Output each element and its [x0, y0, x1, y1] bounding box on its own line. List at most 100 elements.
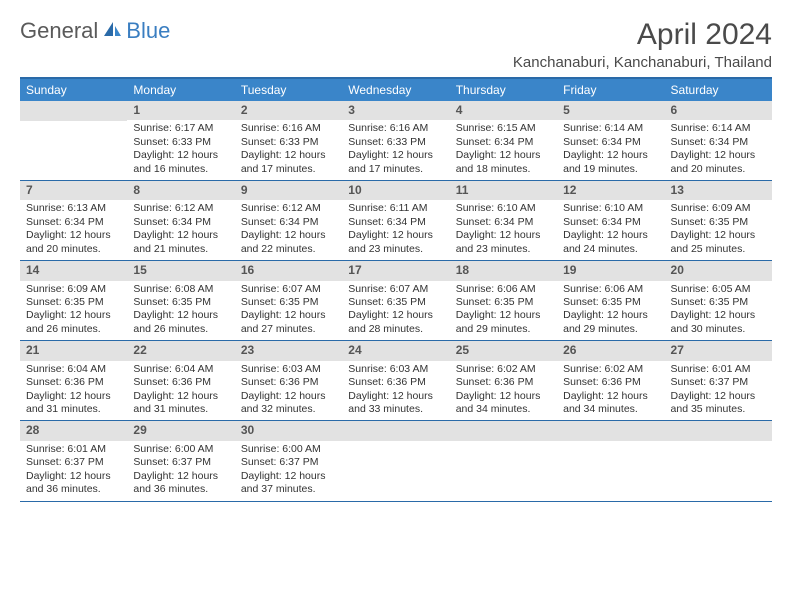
day-info-line: Daylight: 12 hours	[563, 309, 658, 322]
day-info-line: Daylight: 12 hours	[456, 229, 551, 242]
day-body: Sunrise: 6:02 AMSunset: 6:36 PMDaylight:…	[450, 361, 557, 421]
day-info-line: and 36 minutes.	[133, 483, 228, 496]
day-info-line: and 30 minutes.	[671, 323, 766, 336]
day-info-line: Sunrise: 6:01 AM	[26, 443, 121, 456]
day-body	[557, 441, 664, 499]
day-info-line: Sunset: 6:34 PM	[563, 136, 658, 149]
day-info-line: and 27 minutes.	[241, 323, 336, 336]
day-info-line: and 19 minutes.	[563, 163, 658, 176]
day-cell: 5Sunrise: 6:14 AMSunset: 6:34 PMDaylight…	[557, 101, 664, 180]
day-cell: 25Sunrise: 6:02 AMSunset: 6:36 PMDayligh…	[450, 341, 557, 420]
day-info-line: Daylight: 12 hours	[133, 229, 228, 242]
day-number: 7	[20, 181, 127, 200]
day-number	[342, 421, 449, 441]
day-body: Sunrise: 6:16 AMSunset: 6:33 PMDaylight:…	[342, 120, 449, 180]
day-cell: 12Sunrise: 6:10 AMSunset: 6:34 PMDayligh…	[557, 181, 664, 260]
day-info-line: and 26 minutes.	[133, 323, 228, 336]
day-info-line: Sunrise: 6:00 AM	[241, 443, 336, 456]
day-number	[557, 421, 664, 441]
location: Kanchanaburi, Kanchanaburi, Thailand	[513, 54, 772, 71]
day-cell: 29Sunrise: 6:00 AMSunset: 6:37 PMDayligh…	[127, 421, 234, 500]
day-info-line: Sunrise: 6:11 AM	[348, 202, 443, 215]
day-info-line: and 21 minutes.	[133, 243, 228, 256]
day-info-line: Daylight: 12 hours	[456, 149, 551, 162]
day-cell: 22Sunrise: 6:04 AMSunset: 6:36 PMDayligh…	[127, 341, 234, 420]
day-info-line: Sunrise: 6:02 AM	[563, 363, 658, 376]
day-info-line: Sunset: 6:36 PM	[563, 376, 658, 389]
logo: General Blue	[20, 18, 170, 44]
day-number: 26	[557, 341, 664, 360]
day-number: 12	[557, 181, 664, 200]
week-row: 7 Sunrise: 6:13 AM Sunset: 6:34 PM Daylight…	[20, 181, 772, 261]
day-cell: 14Sunrise: 6:09 AMSunset: 6:35 PMDayligh…	[20, 261, 127, 340]
day-info-line: and 31 minutes.	[26, 403, 121, 416]
day-cell: 18Sunrise: 6:06 AMSunset: 6:35 PMDayligh…	[450, 261, 557, 340]
day-cell: 6Sunrise: 6:14 AMSunset: 6:34 PMDaylight…	[665, 101, 772, 180]
day-info-line: Sunrise: 6:03 AM	[348, 363, 443, 376]
day-info-line: Sunset: 6:33 PM	[133, 136, 228, 149]
day-info-line: and 16 minutes.	[133, 163, 228, 176]
day-info-line: Daylight: 12 hours	[348, 309, 443, 322]
day-number: 13	[665, 181, 772, 200]
day-cell: 8Sunrise: 6:12 AMSunset: 6:34 PMDaylight…	[127, 181, 234, 260]
day-info-line: Daylight: 12 hours	[133, 470, 228, 483]
day-info-line: Sunset: 6:34 PM	[456, 136, 551, 149]
day-info-line: and 17 minutes.	[348, 163, 443, 176]
day-info-line: and 31 minutes.	[133, 403, 228, 416]
day-info-line: and 36 minutes.	[26, 483, 121, 496]
day-info-line: Sunset: 6:37 PM	[133, 456, 228, 469]
day-info-line: Sunrise: 6:15 AM	[456, 122, 551, 135]
day-info-line: Sunset: 6:35 PM	[348, 296, 443, 309]
day-body: Sunrise: 6:02 AMSunset: 6:36 PMDaylight:…	[557, 361, 664, 421]
day-number: 27	[665, 341, 772, 360]
day-number: 5	[557, 101, 664, 120]
day-info-line: and 26 minutes.	[26, 323, 121, 336]
day-info-line: Daylight: 12 hours	[133, 149, 228, 162]
day-number: 29	[127, 421, 234, 440]
day-body: Sunrise: 6:06 AMSunset: 6:35 PMDaylight:…	[557, 281, 664, 341]
day-cell	[557, 421, 664, 500]
logo-text-blue: Blue	[126, 18, 170, 44]
day-info-line: Daylight: 12 hours	[563, 229, 658, 242]
day-cell	[450, 421, 557, 500]
day-number: 11	[450, 181, 557, 200]
day-body: Sunrise: 6:00 AMSunset: 6:37 PMDaylight:…	[127, 441, 234, 501]
day-body: Sunrise: 6:12 AMSunset: 6:34 PMDaylight:…	[127, 200, 234, 260]
day-body: Sunrise: 6:09 AMSunset: 6:35 PMDaylight:…	[20, 281, 127, 341]
day-body: Sunrise: 6:08 AMSunset: 6:35 PMDaylight:…	[127, 281, 234, 341]
day-header: Monday	[127, 79, 234, 101]
day-cell: 11Sunrise: 6:10 AMSunset: 6:34 PMDayligh…	[450, 181, 557, 260]
day-number: 23	[235, 341, 342, 360]
week-row: 1Sunrise: 6:17 AMSunset: 6:33 PMDaylight…	[20, 101, 772, 181]
day-info-line: Sunrise: 6:13 AM	[26, 202, 121, 215]
day-info-line: and 24 minutes.	[563, 243, 658, 256]
day-info-line: and 22 minutes.	[241, 243, 336, 256]
day-cell: 13Sunrise: 6:09 AMSunset: 6:35 PMDayligh…	[665, 181, 772, 260]
day-body: Sunrise: 6:12 AMSunset: 6:34 PMDaylight:…	[235, 200, 342, 260]
day-number: 19	[557, 261, 664, 280]
day-header: Sunday	[20, 79, 127, 101]
day-cell: 28Sunrise: 6:01 AMSunset: 6:37 PMDayligh…	[20, 421, 127, 500]
day-info-line: Sunrise: 6:12 AM	[241, 202, 336, 215]
day-number: 3	[342, 101, 449, 120]
day-info-line: and 34 minutes.	[456, 403, 551, 416]
day-cell: 26Sunrise: 6:02 AMSunset: 6:36 PMDayligh…	[557, 341, 664, 420]
title-block: April 2024 Kanchanaburi, Kanchanaburi, T…	[513, 18, 772, 71]
day-number: 17	[342, 261, 449, 280]
day-cell: 7Sunrise: 6:13 AMSunset: 6:34 PMDaylight…	[20, 181, 127, 260]
day-info-line: Sunset: 6:34 PM	[348, 216, 443, 229]
day-info-line: Daylight: 12 hours	[133, 390, 228, 403]
day-info-line: Sunrise: 6:16 AM	[348, 122, 443, 135]
logo-text-general: General	[20, 18, 98, 44]
day-cell: 19Sunrise: 6:06 AMSunset: 6:35 PMDayligh…	[557, 261, 664, 340]
day-info-line: and 34 minutes.	[563, 403, 658, 416]
day-body: Sunrise: 6:16 AMSunset: 6:33 PMDaylight:…	[235, 120, 342, 180]
day-info-line: Sunrise: 6:01 AM	[671, 363, 766, 376]
day-info-line: Sunset: 6:37 PM	[26, 456, 121, 469]
day-info-line: Sunset: 6:36 PM	[456, 376, 551, 389]
day-info-line: Sunset: 6:36 PM	[26, 376, 121, 389]
day-cell: 9Sunrise: 6:12 AMSunset: 6:34 PMDaylight…	[235, 181, 342, 260]
calendar: SundayMondayTuesdayWednesdayThursdayFrid…	[20, 77, 772, 502]
day-info-line: Sunset: 6:33 PM	[241, 136, 336, 149]
day-info-line: and 29 minutes.	[456, 323, 551, 336]
